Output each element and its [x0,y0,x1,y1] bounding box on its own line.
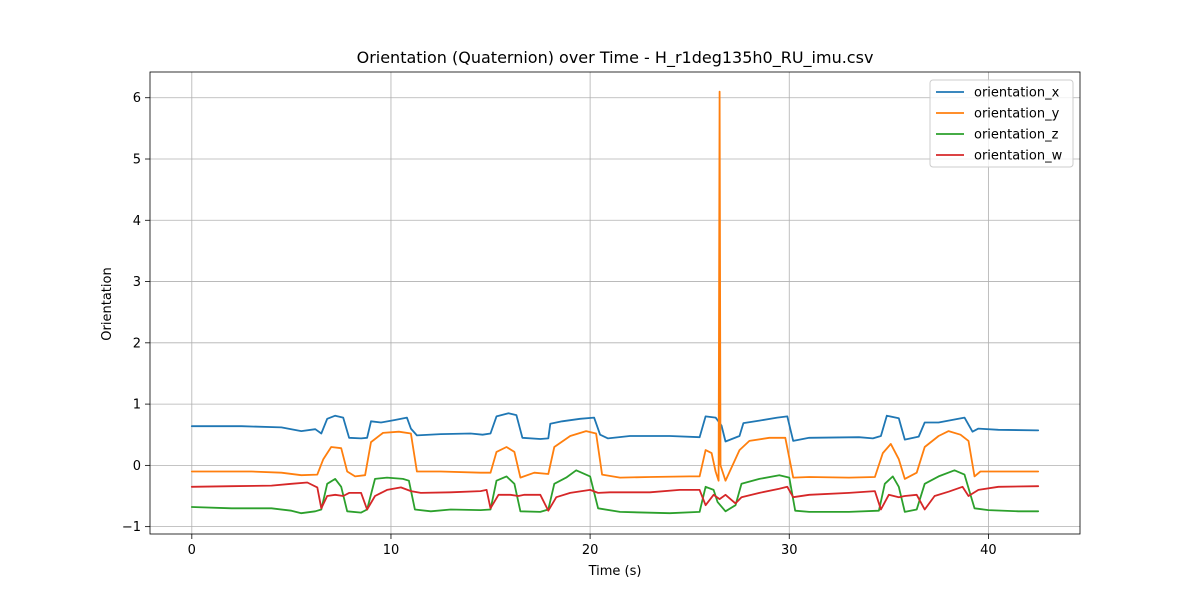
y-tick-label: 1 [133,398,141,413]
x-axis-label: Time (s) [588,564,642,579]
y-tick-label: 2 [133,336,141,351]
y-tick-label: 5 [133,153,141,168]
y-tick-label: −1 [122,520,141,535]
grid-lines [150,72,1080,534]
y-axis-label: Orientation [100,267,115,340]
axis-ticks: 0 10 20 30 40 −1 0 1 2 3 4 5 6 [122,91,997,558]
legend-label: orientation_y [974,107,1060,122]
y-tick-label: 6 [133,91,141,106]
y-tick-label: 4 [133,214,141,229]
legend-label: orientation_z [974,128,1059,143]
legend: orientation_x orientation_y orientation_zo… [929,79,1074,168]
series-line-orientation-x [190,412,1040,443]
chart-title: Orientation (Quaternion) over Time - H_r… [357,48,874,68]
legend-label: orientation_x [974,86,1060,101]
x-tick-label: 10 [383,543,400,558]
legend-label: orientation_w [974,149,1063,164]
series-line-orientation-w [190,481,1040,512]
series-line-orientation-y [190,90,1040,482]
y-tick-label: 0 [133,459,141,474]
plot-frame [149,71,1081,535]
x-tick-label: 20 [582,543,599,558]
series-lines [190,90,1040,515]
x-tick-label: 0 [188,543,196,558]
x-tick-label: 30 [781,543,798,558]
y-tick-label: 3 [133,275,141,290]
legend-box [929,79,1074,168]
x-tick-label: 40 [980,543,997,558]
series-line-orientation-z [190,469,1040,515]
